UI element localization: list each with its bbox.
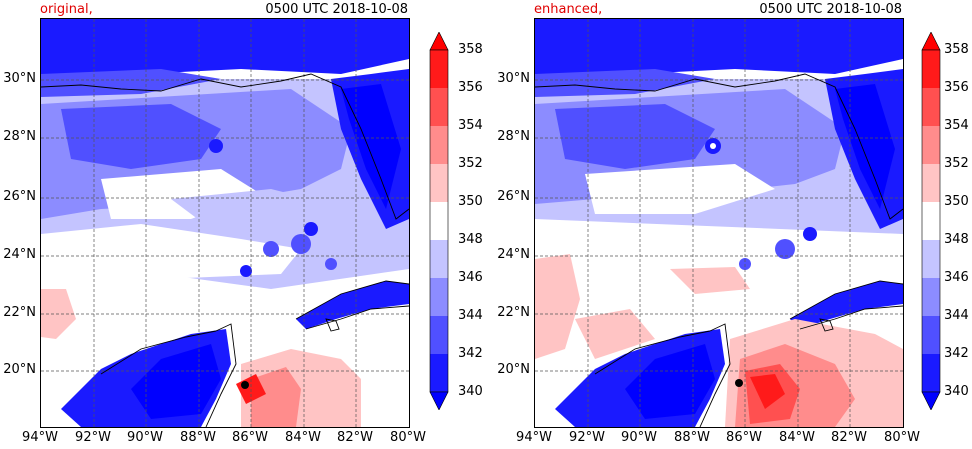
lat-label: 20°N bbox=[3, 362, 36, 377]
lat-label: 30°N bbox=[3, 71, 36, 86]
colorbar-bin bbox=[430, 240, 448, 278]
colorbar-bin bbox=[922, 240, 940, 278]
colorbar-bin bbox=[430, 316, 448, 354]
lon-label: 92°W bbox=[75, 430, 111, 445]
lon-label: 84°W bbox=[285, 430, 321, 445]
colorbar-bin bbox=[430, 354, 448, 392]
colorbar-tick-label: 358 bbox=[944, 42, 969, 57]
colorbar-bin bbox=[922, 50, 940, 88]
colorbar-tick-label: 348 bbox=[944, 232, 969, 247]
colorbar-tick-label: 342 bbox=[944, 346, 969, 361]
colorbar-extend-top bbox=[429, 31, 449, 51]
colorbar-tick-label: 350 bbox=[458, 194, 483, 209]
lon-label: 94°W bbox=[516, 430, 552, 445]
lon-label: 88°W bbox=[180, 430, 216, 445]
colorbar-tick-label: 356 bbox=[458, 80, 483, 95]
storm-center-marker bbox=[241, 381, 249, 389]
colorbar-scale bbox=[921, 31, 941, 411]
colorbar bbox=[428, 31, 454, 411]
lon-label: 80°W bbox=[390, 430, 426, 445]
lat-label: 24°N bbox=[497, 247, 530, 262]
thetae-field-original bbox=[41, 19, 409, 427]
lat-label: 22°N bbox=[497, 305, 530, 320]
lat-label: 26°N bbox=[3, 189, 36, 204]
lon-label: 84°W bbox=[779, 430, 815, 445]
colorbar-bin bbox=[922, 354, 940, 392]
colorbar-bin bbox=[430, 164, 448, 202]
lon-label: 90°W bbox=[621, 430, 657, 445]
lat-label: 28°N bbox=[497, 129, 530, 144]
colorbar-tick-label: 344 bbox=[458, 308, 483, 323]
colorbar-bin bbox=[430, 50, 448, 88]
colorbar-tick-label: 340 bbox=[944, 384, 969, 399]
colorbar-tick-label: 340 bbox=[458, 384, 483, 399]
lat-label: 24°N bbox=[3, 247, 36, 262]
lat-label: 30°N bbox=[497, 71, 530, 86]
colorbar-bin bbox=[430, 202, 448, 240]
lon-label: 86°W bbox=[726, 430, 762, 445]
colorbar-extend-top bbox=[921, 31, 941, 51]
lat-label: 28°N bbox=[3, 129, 36, 144]
lon-label: 86°W bbox=[232, 430, 268, 445]
lon-label: 80°W bbox=[884, 430, 920, 445]
colorbar-tick-label: 354 bbox=[458, 118, 483, 133]
colorbar-bin bbox=[922, 202, 940, 240]
colorbar-bin bbox=[922, 126, 940, 164]
colorbar-tick-label: 344 bbox=[944, 308, 969, 323]
lon-label: 90°W bbox=[127, 430, 163, 445]
panel-time: 0500 UTC 2018-10-08 bbox=[759, 2, 902, 17]
colorbar-bin bbox=[430, 126, 448, 164]
lon-label: 94°W bbox=[22, 430, 58, 445]
thetae-field-enhanced bbox=[535, 19, 903, 427]
colorbar-bin bbox=[922, 88, 940, 126]
panel-time: 0500 UTC 2018-10-08 bbox=[265, 2, 408, 17]
lat-label: 22°N bbox=[3, 305, 36, 320]
colorbar-scale bbox=[429, 31, 449, 411]
lat-label: 20°N bbox=[497, 362, 530, 377]
colorbar-tick-label: 348 bbox=[458, 232, 483, 247]
colorbar bbox=[920, 31, 946, 411]
lat-label: 26°N bbox=[497, 189, 530, 204]
colorbar-tick-label: 356 bbox=[944, 80, 969, 95]
colorbar-bin bbox=[430, 278, 448, 316]
colorbar-tick-label: 352 bbox=[458, 156, 483, 171]
colorbar-bin bbox=[922, 316, 940, 354]
map-enhanced bbox=[534, 18, 904, 428]
lon-label: 92°W bbox=[569, 430, 605, 445]
storm-center-marker bbox=[735, 379, 743, 387]
colorbar-tick-label: 352 bbox=[944, 156, 969, 171]
colorbar-tick-label: 346 bbox=[944, 270, 969, 285]
lon-label: 82°W bbox=[337, 430, 373, 445]
colorbar-extend-bottom bbox=[429, 391, 449, 411]
colorbar-tick-label: 342 bbox=[458, 346, 483, 361]
colorbar-tick-label: 350 bbox=[944, 194, 969, 209]
colorbar-tick-label: 354 bbox=[944, 118, 969, 133]
lon-label: 82°W bbox=[831, 430, 867, 445]
colorbar-tick-label: 346 bbox=[458, 270, 483, 285]
colorbar-extend-bottom bbox=[921, 391, 941, 411]
colorbar-tick-label: 358 bbox=[458, 42, 483, 57]
colorbar-bin bbox=[922, 278, 940, 316]
lon-label: 88°W bbox=[674, 430, 710, 445]
colorbar-bin bbox=[922, 164, 940, 202]
map-original bbox=[40, 18, 410, 428]
colorbar-bin bbox=[430, 88, 448, 126]
